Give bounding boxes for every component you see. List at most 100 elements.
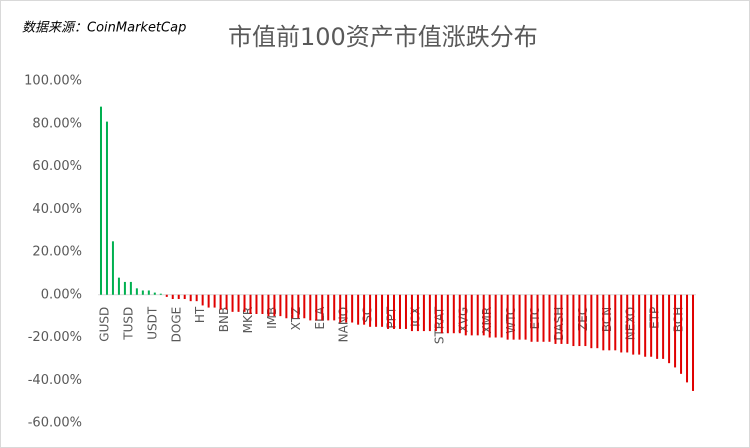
bar — [231, 294, 234, 312]
bar — [470, 294, 473, 336]
bar — [279, 294, 282, 317]
x-tick-label: ETC — [528, 307, 542, 330]
chart-title: 市值前100资产市值涨跌分布 — [228, 23, 538, 51]
bar — [458, 294, 461, 334]
bar — [686, 294, 689, 383]
bar — [351, 294, 354, 323]
bar — [309, 294, 312, 321]
bar — [189, 294, 192, 302]
x-tick-label: ICX — [408, 307, 422, 327]
x-tick-label: IMB — [265, 307, 279, 329]
bar — [482, 294, 485, 336]
bar — [590, 294, 593, 349]
bar — [147, 290, 150, 295]
bar — [512, 294, 515, 340]
bar — [614, 294, 617, 351]
bar — [261, 294, 264, 314]
bar — [249, 294, 252, 314]
x-tick-label: ETP — [648, 307, 662, 329]
bar — [440, 294, 443, 334]
bar — [662, 294, 665, 359]
x-tick-label: XTZ — [289, 307, 303, 331]
y-tick-label: 60.00% — [32, 159, 82, 174]
bar — [566, 294, 569, 344]
bar — [219, 294, 222, 310]
y-tick-label: 20.00% — [32, 245, 82, 260]
bar — [159, 293, 162, 295]
x-tick-label: XMR — [480, 307, 494, 334]
bar — [578, 294, 581, 347]
x-tick-label: PPT — [385, 306, 399, 328]
bar — [506, 294, 509, 340]
bar — [434, 294, 437, 332]
bar — [668, 294, 671, 364]
x-tick-label: STRAT — [432, 306, 446, 344]
bar — [99, 106, 102, 295]
bar — [680, 294, 683, 374]
bar — [572, 294, 575, 347]
bar — [363, 294, 366, 325]
bar — [339, 294, 342, 323]
bar — [201, 294, 204, 306]
y-tick-label: 0.00% — [41, 287, 82, 302]
bar — [357, 294, 360, 325]
x-tick-label: DOGE — [169, 307, 183, 343]
bar — [560, 294, 563, 344]
bar — [422, 294, 425, 332]
x-tick-label: SC — [361, 307, 375, 323]
bar — [524, 294, 527, 340]
bar — [626, 294, 629, 353]
bar — [692, 294, 695, 391]
bar — [476, 294, 479, 336]
x-tick-label: DASH — [552, 307, 566, 341]
bar — [141, 290, 144, 295]
y-tick-label: -20.00% — [28, 330, 82, 345]
bar — [536, 294, 539, 342]
bar — [321, 294, 324, 321]
bar — [410, 294, 413, 332]
bar — [404, 294, 407, 329]
x-tick-label: ZEC — [576, 307, 590, 331]
bar — [297, 294, 300, 319]
bar — [129, 281, 132, 295]
bar — [584, 294, 587, 347]
x-tick-label: ELA — [313, 306, 327, 330]
x-tick-label: NANO — [337, 307, 351, 343]
bar — [273, 294, 276, 317]
bar — [656, 294, 659, 359]
bar — [255, 294, 258, 314]
bar — [446, 294, 449, 334]
x-tick-label: MKR — [241, 307, 255, 334]
bar — [375, 294, 378, 327]
y-tick-label: 80.00% — [32, 116, 82, 131]
bar — [644, 294, 647, 357]
bar — [123, 281, 126, 295]
bar — [602, 294, 605, 351]
bar — [171, 294, 174, 300]
bar — [638, 294, 641, 355]
bar — [542, 294, 545, 342]
source-note: 数据来源：CoinMarketCap — [22, 21, 186, 36]
bar — [345, 294, 348, 323]
bar — [393, 294, 396, 329]
y-tick-label: 100.00% — [24, 74, 82, 89]
bar — [303, 294, 306, 319]
bar — [117, 277, 120, 295]
bar — [333, 294, 336, 321]
bar — [327, 294, 330, 321]
bar — [177, 294, 180, 300]
x-tick-label: TUSD — [121, 307, 135, 341]
bar — [213, 294, 216, 308]
bar — [315, 294, 318, 321]
bar — [488, 294, 491, 338]
bar — [165, 294, 168, 297]
y-tick-label: -40.00% — [28, 373, 82, 388]
bar — [369, 294, 372, 327]
bar — [548, 294, 551, 342]
bar — [105, 121, 108, 295]
bar — [632, 294, 635, 355]
x-tick-label: BNB — [217, 307, 231, 332]
bar — [267, 294, 270, 317]
x-tick-label: HT — [193, 306, 207, 323]
